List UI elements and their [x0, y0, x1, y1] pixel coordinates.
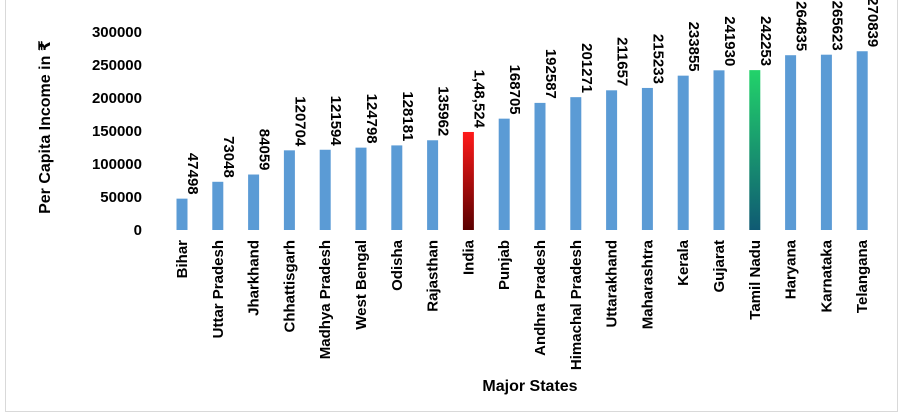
value-labels: 47498 73048 84059 120704 121594 124798 128181 1…: [184, 0, 881, 195]
value-label: 121594: [327, 96, 344, 147]
x-tick-label: Jharkhand: [246, 240, 263, 316]
bar-telangana: [856, 51, 868, 230]
x-tick-label: Himachal Pradesh: [568, 240, 585, 370]
x-tick-label: India: [460, 239, 477, 275]
value-label: 1,48,524: [470, 70, 487, 129]
x-tick-label: Karnataka: [818, 239, 835, 312]
bar-chhattisgarh: [283, 150, 295, 230]
x-tick-label: Telangana: [854, 239, 871, 313]
value-label: 168705: [506, 65, 523, 115]
value-label: 233855: [685, 22, 702, 72]
value-label: 120704: [291, 96, 308, 147]
x-tick-label: West Bengal: [353, 240, 370, 330]
x-tick-label: Uttarakhand: [604, 240, 621, 328]
value-label: 242253: [757, 16, 774, 66]
bar-haryana: [785, 55, 797, 231]
y-tick-label: 150000: [92, 123, 142, 140]
value-label: 73048: [220, 136, 237, 178]
bar-uttar-pradesh: [212, 181, 224, 230]
x-tick-label: Bihar: [174, 240, 191, 279]
value-label: 128181: [399, 91, 416, 141]
x-tick-label: Chhattisgarh: [281, 240, 298, 333]
bar-odisha: [391, 145, 403, 230]
x-tick-label: Punjab: [496, 240, 513, 290]
y-tick-label: 100000: [92, 156, 142, 173]
value-label: 265623: [828, 1, 845, 51]
value-label: 270839: [864, 0, 881, 47]
bar-tamil-nadu: [749, 70, 761, 230]
value-label: 264835: [793, 1, 810, 51]
x-tick-labels: Bihar Uttar Pradesh Jharkhand Chhattisgarh M…: [174, 239, 871, 370]
y-axis-title: Per Capita Income in ₹: [37, 40, 54, 214]
bar-jharkhand: [248, 174, 260, 230]
bar-bihar: [176, 198, 188, 230]
y-axis: 0 50000 100000 150000 200000 250000 300000: [92, 24, 142, 239]
bar-himachal-pradesh: [570, 97, 582, 231]
value-label: 192587: [542, 49, 559, 99]
value-label: 124798: [363, 94, 380, 144]
x-tick-label: Odisha: [389, 239, 406, 291]
y-tick-label: 300000: [92, 24, 142, 41]
x-tick-label: Tamil Nadu: [747, 240, 764, 320]
bar-karnataka: [820, 54, 832, 231]
y-tick-label: 200000: [92, 90, 142, 107]
x-tick-label: Rajasthan: [425, 240, 442, 312]
value-label: 135962: [435, 86, 452, 136]
bar-kerala: [677, 75, 689, 230]
value-label: 215233: [649, 34, 666, 84]
bar-gujarat: [713, 70, 725, 230]
x-tick-label: Andhra Pradesh: [532, 240, 549, 356]
x-tick-label: Haryana: [783, 239, 800, 299]
x-axis-title: Major States: [482, 378, 577, 395]
value-label: 47498: [184, 153, 201, 195]
x-tick-label: Gujarat: [711, 240, 728, 293]
bar-rajasthan: [427, 140, 439, 230]
x-tick-label: Madhya Pradesh: [317, 240, 334, 359]
bars: [176, 51, 868, 231]
bar-uttarakhand: [606, 90, 618, 230]
bar-india: [462, 131, 474, 230]
chart-frame: [5, 0, 898, 412]
bar-madhya-pradesh: [319, 149, 331, 230]
x-tick-label: Kerala: [675, 239, 692, 286]
x-tick-label: Maharashtra: [639, 239, 656, 329]
bar-andhra-pradesh: [534, 102, 546, 230]
value-label: 211657: [614, 37, 631, 86]
y-tick-label: 250000: [92, 57, 142, 74]
value-label: 241930: [721, 16, 738, 66]
bar-punjab: [498, 118, 510, 230]
y-tick-label: 50000: [100, 189, 142, 206]
x-tick-label: Uttar Pradesh: [210, 240, 227, 338]
value-label: 84059: [256, 129, 273, 171]
y-tick-label: 0: [134, 222, 142, 239]
value-label: 201271: [578, 43, 595, 93]
bar-maharashtra: [641, 87, 653, 230]
bar-west-bengal: [355, 147, 367, 230]
